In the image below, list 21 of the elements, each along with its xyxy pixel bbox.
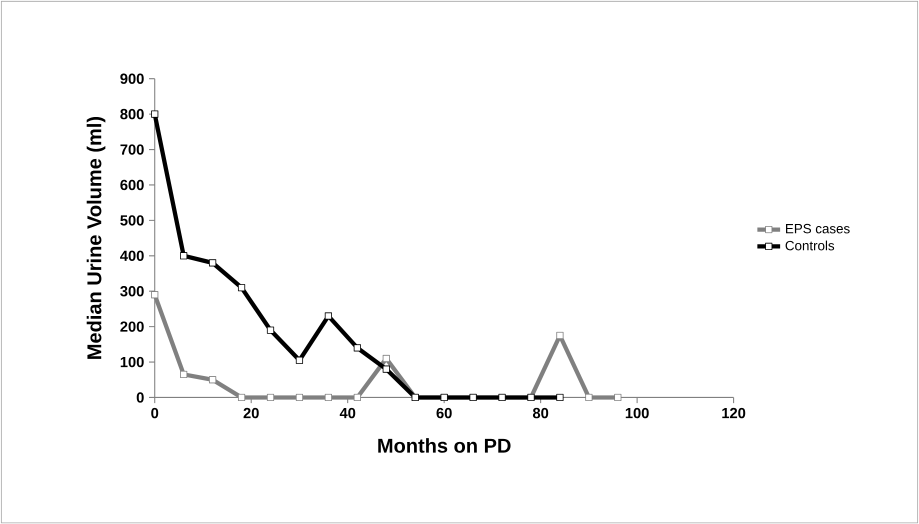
x-axis-title: Months on PD — [378, 438, 511, 453]
x-tick-label: 20 — [244, 408, 259, 418]
y-tick-label: 0 — [136, 392, 144, 403]
y-axis-title: Median Urine Volume (ml) — [86, 116, 106, 359]
x-tick-label: 60 — [436, 408, 452, 418]
legend-label: Controls — [786, 240, 834, 250]
x-tick-label: 40 — [340, 408, 356, 418]
x-tick-label: 100 — [626, 408, 649, 418]
x-tick-label: 120 — [722, 408, 746, 418]
x-tick-label: 0 — [151, 408, 158, 418]
y-tick-label: 700 — [120, 144, 144, 155]
x-tick-label: 80 — [532, 408, 548, 418]
y-tick-label: 200 — [120, 321, 144, 332]
y-tick-label: 400 — [120, 250, 144, 261]
y-tick-label: 500 — [120, 215, 144, 226]
y-tick-label: 900 — [120, 73, 144, 84]
y-tick-label: 300 — [120, 286, 144, 296]
legend-label: EPS cases — [786, 224, 850, 234]
y-tick-label: 100 — [120, 356, 144, 368]
y-tick-label: 600 — [120, 180, 144, 190]
y-tick-label: 800 — [120, 108, 144, 120]
